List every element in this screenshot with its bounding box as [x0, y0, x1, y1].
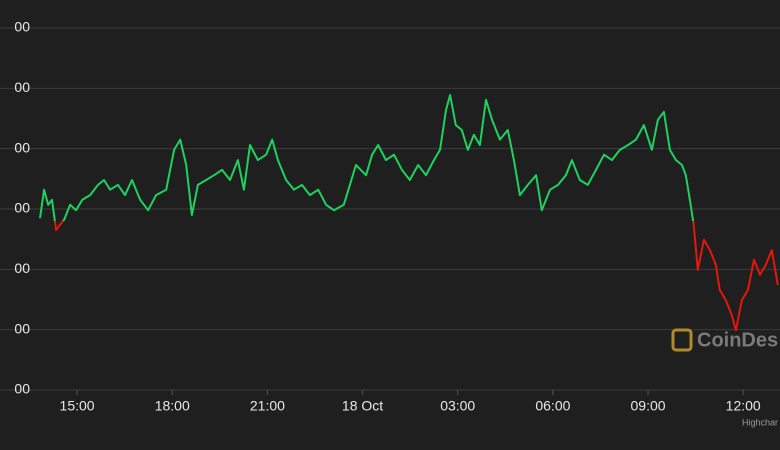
y-tick-label: 00 — [14, 79, 30, 95]
x-tick-label: 06:00 — [535, 398, 570, 414]
watermark-logo — [671, 328, 693, 352]
y-tick-label: 00 — [14, 320, 30, 336]
price-line — [39, 94, 695, 222]
x-tick-label: 03:00 — [440, 398, 475, 414]
x-tick-label: 09:00 — [631, 398, 666, 414]
y-tick-label: 00 — [14, 139, 30, 155]
x-tick-label: 18:00 — [155, 398, 190, 414]
y-tick-label: 00 — [14, 19, 30, 35]
y-tick-label: 00 — [14, 381, 30, 397]
x-tick-label: 12:00 — [726, 398, 761, 414]
y-tick-label: 00 — [14, 200, 30, 216]
x-tick-label: 21:00 — [250, 398, 285, 414]
credit: Highchar — [742, 417, 778, 427]
x-tick-label: 15:00 — [60, 398, 95, 414]
x-tick-label: 18 Oct — [342, 398, 383, 414]
y-tick-label: 00 — [14, 260, 30, 276]
watermark: CoinDes — [697, 329, 778, 351]
